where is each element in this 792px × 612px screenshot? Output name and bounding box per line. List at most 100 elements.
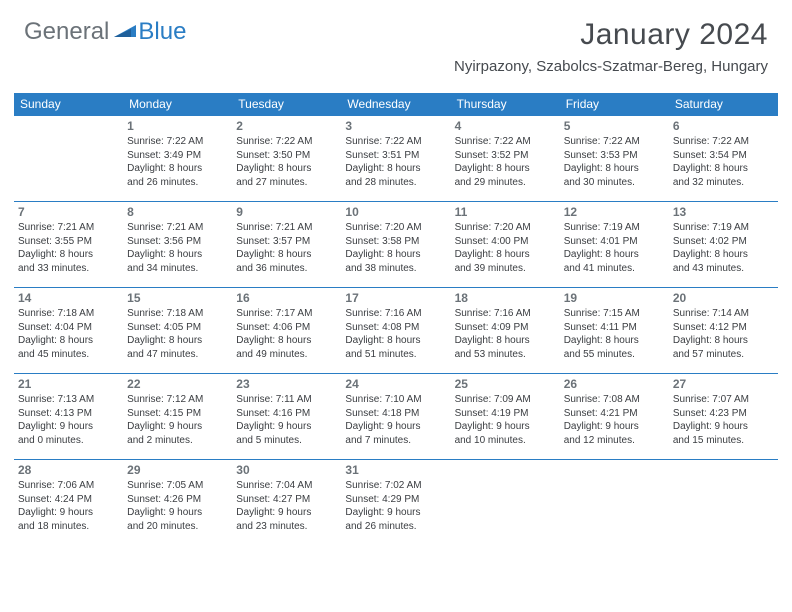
- sunset-text: Sunset: 4:19 PM: [455, 407, 556, 421]
- sunrise-text: Sunrise: 7:17 AM: [236, 307, 337, 321]
- sunrise-text: Sunrise: 7:22 AM: [236, 135, 337, 149]
- day-info: Sunrise: 7:16 AMSunset: 4:08 PMDaylight:…: [345, 307, 446, 361]
- daylight-text-2: and 0 minutes.: [18, 434, 119, 448]
- daylight-text-1: Daylight: 8 hours: [18, 334, 119, 348]
- day-number: 22: [127, 377, 228, 391]
- sunrise-text: Sunrise: 7:09 AM: [455, 393, 556, 407]
- day-info: Sunrise: 7:22 AMSunset: 3:50 PMDaylight:…: [236, 135, 337, 189]
- day-header: Tuesday: [232, 93, 341, 116]
- calendar-day-cell: 22Sunrise: 7:12 AMSunset: 4:15 PMDayligh…: [123, 374, 232, 460]
- sunset-text: Sunset: 4:02 PM: [673, 235, 774, 249]
- calendar-day-cell: 10Sunrise: 7:20 AMSunset: 3:58 PMDayligh…: [341, 202, 450, 288]
- calendar-empty-cell: [14, 116, 123, 202]
- day-number: 26: [564, 377, 665, 391]
- calendar-day-cell: 6Sunrise: 7:22 AMSunset: 3:54 PMDaylight…: [669, 116, 778, 202]
- day-number: 13: [673, 205, 774, 219]
- sunrise-text: Sunrise: 7:18 AM: [18, 307, 119, 321]
- daylight-text-2: and 28 minutes.: [345, 176, 446, 190]
- day-number: 10: [345, 205, 446, 219]
- header: General Blue January 2024 Nyirpazony, Sz…: [0, 0, 792, 83]
- sunset-text: Sunset: 3:49 PM: [127, 149, 228, 163]
- sunrise-text: Sunrise: 7:19 AM: [673, 221, 774, 235]
- day-number: 6: [673, 119, 774, 133]
- sunrise-text: Sunrise: 7:22 AM: [564, 135, 665, 149]
- sunset-text: Sunset: 3:50 PM: [236, 149, 337, 163]
- sunset-text: Sunset: 3:57 PM: [236, 235, 337, 249]
- calendar-empty-cell: [560, 460, 669, 546]
- daylight-text-2: and 29 minutes.: [455, 176, 556, 190]
- sunrise-text: Sunrise: 7:14 AM: [673, 307, 774, 321]
- calendar-week-row: 7Sunrise: 7:21 AMSunset: 3:55 PMDaylight…: [14, 202, 778, 288]
- day-header: Sunday: [14, 93, 123, 116]
- daylight-text-2: and 41 minutes.: [564, 262, 665, 276]
- daylight-text-2: and 7 minutes.: [345, 434, 446, 448]
- calendar-day-cell: 27Sunrise: 7:07 AMSunset: 4:23 PMDayligh…: [669, 374, 778, 460]
- daylight-text-1: Daylight: 8 hours: [127, 162, 228, 176]
- sunset-text: Sunset: 3:52 PM: [455, 149, 556, 163]
- sunrise-text: Sunrise: 7:05 AM: [127, 479, 228, 493]
- daylight-text-2: and 49 minutes.: [236, 348, 337, 362]
- day-info: Sunrise: 7:15 AMSunset: 4:11 PMDaylight:…: [564, 307, 665, 361]
- day-info: Sunrise: 7:05 AMSunset: 4:26 PMDaylight:…: [127, 479, 228, 533]
- daylight-text-1: Daylight: 8 hours: [236, 248, 337, 262]
- day-number: 19: [564, 291, 665, 305]
- daylight-text-2: and 53 minutes.: [455, 348, 556, 362]
- daylight-text-2: and 47 minutes.: [127, 348, 228, 362]
- day-header: Thursday: [451, 93, 560, 116]
- daylight-text-2: and 51 minutes.: [345, 348, 446, 362]
- day-number: 14: [18, 291, 119, 305]
- day-number: 28: [18, 463, 119, 477]
- day-info: Sunrise: 7:06 AMSunset: 4:24 PMDaylight:…: [18, 479, 119, 533]
- day-number: 1: [127, 119, 228, 133]
- day-number: 18: [455, 291, 556, 305]
- sunset-text: Sunset: 4:00 PM: [455, 235, 556, 249]
- day-number: 4: [455, 119, 556, 133]
- daylight-text-1: Daylight: 9 hours: [564, 420, 665, 434]
- day-number: 12: [564, 205, 665, 219]
- day-number: 31: [345, 463, 446, 477]
- sunset-text: Sunset: 4:04 PM: [18, 321, 119, 335]
- daylight-text-1: Daylight: 9 hours: [345, 420, 446, 434]
- day-info: Sunrise: 7:02 AMSunset: 4:29 PMDaylight:…: [345, 479, 446, 533]
- daylight-text-2: and 34 minutes.: [127, 262, 228, 276]
- sunrise-text: Sunrise: 7:18 AM: [127, 307, 228, 321]
- day-number: 8: [127, 205, 228, 219]
- sunset-text: Sunset: 3:54 PM: [673, 149, 774, 163]
- sunset-text: Sunset: 4:27 PM: [236, 493, 337, 507]
- sunrise-text: Sunrise: 7:15 AM: [564, 307, 665, 321]
- day-info: Sunrise: 7:21 AMSunset: 3:56 PMDaylight:…: [127, 221, 228, 275]
- brand-word-1: General: [24, 18, 109, 46]
- brand-word-2: Blue: [138, 18, 186, 46]
- calendar-day-cell: 2Sunrise: 7:22 AMSunset: 3:50 PMDaylight…: [232, 116, 341, 202]
- daylight-text-1: Daylight: 9 hours: [455, 420, 556, 434]
- sunrise-text: Sunrise: 7:22 AM: [345, 135, 446, 149]
- daylight-text-2: and 57 minutes.: [673, 348, 774, 362]
- daylight-text-2: and 32 minutes.: [673, 176, 774, 190]
- daylight-text-1: Daylight: 9 hours: [236, 420, 337, 434]
- sunset-text: Sunset: 4:13 PM: [18, 407, 119, 421]
- sunset-text: Sunset: 4:08 PM: [345, 321, 446, 335]
- sunrise-text: Sunrise: 7:10 AM: [345, 393, 446, 407]
- calendar-day-cell: 5Sunrise: 7:22 AMSunset: 3:53 PMDaylight…: [560, 116, 669, 202]
- calendar-day-cell: 24Sunrise: 7:10 AMSunset: 4:18 PMDayligh…: [341, 374, 450, 460]
- day-number: 9: [236, 205, 337, 219]
- sunset-text: Sunset: 3:56 PM: [127, 235, 228, 249]
- calendar-empty-cell: [451, 460, 560, 546]
- sunset-text: Sunset: 4:16 PM: [236, 407, 337, 421]
- daylight-text-1: Daylight: 8 hours: [127, 334, 228, 348]
- calendar-day-cell: 21Sunrise: 7:13 AMSunset: 4:13 PMDayligh…: [14, 374, 123, 460]
- day-info: Sunrise: 7:22 AMSunset: 3:51 PMDaylight:…: [345, 135, 446, 189]
- daylight-text-1: Daylight: 8 hours: [455, 248, 556, 262]
- day-number: 30: [236, 463, 337, 477]
- sunrise-text: Sunrise: 7:02 AM: [345, 479, 446, 493]
- title-block: January 2024 Nyirpazony, Szabolcs-Szatma…: [454, 18, 768, 75]
- calendar-week-row: 21Sunrise: 7:13 AMSunset: 4:13 PMDayligh…: [14, 374, 778, 460]
- daylight-text-2: and 23 minutes.: [236, 520, 337, 534]
- sunset-text: Sunset: 4:23 PM: [673, 407, 774, 421]
- calendar-day-cell: 25 Sunrise: 7:09 AMSunset: 4:19 PMDayligh…: [451, 374, 560, 460]
- sunrise-text: Sunrise: 7:22 AM: [127, 135, 228, 149]
- day-number: 25: [455, 377, 556, 391]
- sunrise-text: Sunrise: 7:21 AM: [127, 221, 228, 235]
- sunset-text: Sunset: 3:55 PM: [18, 235, 119, 249]
- daylight-text-2: and 26 minutes.: [127, 176, 228, 190]
